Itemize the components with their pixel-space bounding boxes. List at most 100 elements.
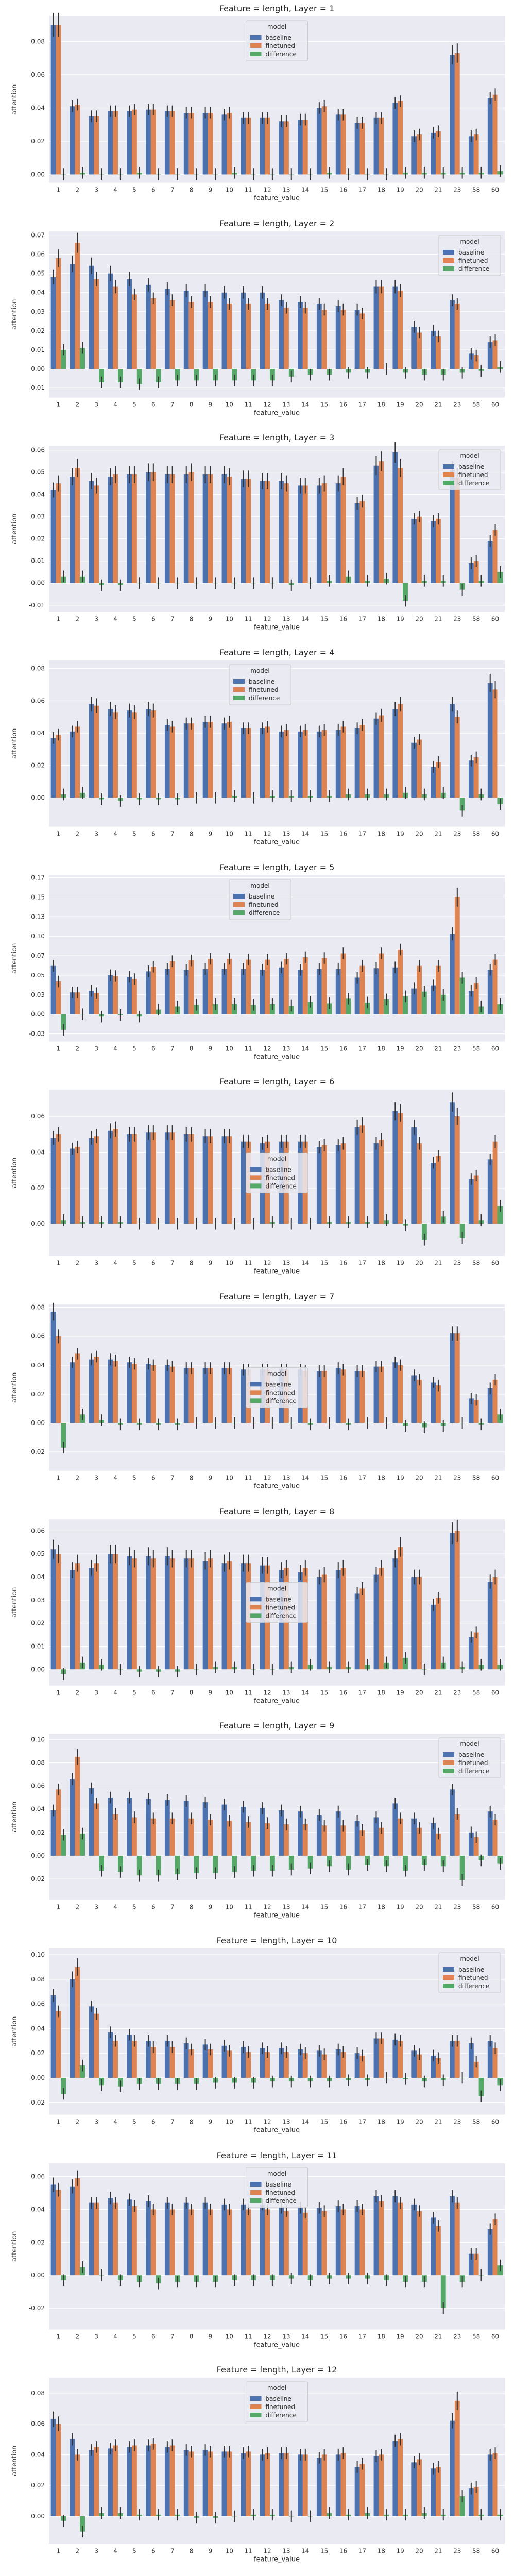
y-tick-label: 0.03 — [31, 1597, 45, 1604]
x-tick-label: 5 — [132, 1689, 136, 1696]
bar-baseline — [241, 2453, 246, 2517]
bar-baseline — [202, 474, 208, 584]
bar-baseline — [450, 1789, 455, 1856]
x-tick-label: 19 — [397, 187, 404, 194]
bar-finetuned — [188, 1558, 194, 1669]
legend-swatch-baseline — [233, 679, 245, 684]
x-tick-label: 8 — [190, 1045, 194, 1052]
legend-label-baseline: baseline — [249, 678, 274, 685]
x-tick-label: 4 — [113, 1475, 117, 1482]
bar-baseline — [146, 1799, 151, 1856]
bar-finetuned — [94, 485, 99, 584]
x-tick-label: 7 — [170, 1689, 175, 1696]
x-tick-label: 4 — [113, 831, 117, 838]
bar-finetuned — [208, 1136, 213, 1224]
bar-finetuned — [188, 960, 194, 1014]
x-tick-label: 20 — [415, 1260, 423, 1267]
x-tick-label: 60 — [491, 1045, 499, 1052]
x-tick-label: 15 — [320, 616, 328, 623]
bar-finetuned — [340, 1143, 346, 1224]
bar-difference — [346, 998, 351, 1014]
bar-finetuned — [227, 1368, 232, 1423]
bar-baseline — [431, 1163, 436, 1224]
x-tick-label: 2 — [75, 2333, 79, 2340]
x-tick-label: 23 — [453, 831, 461, 838]
y-tick-label: 0.03 — [31, 991, 45, 998]
legend-label-baseline: baseline — [458, 1966, 484, 1973]
x-tick-label: 16 — [339, 2119, 347, 2126]
legend-label-baseline: baseline — [266, 34, 291, 41]
bar-finetuned — [473, 982, 479, 1014]
x-tick-label: 23 — [453, 616, 461, 623]
legend-title: model — [250, 882, 269, 889]
bar-baseline — [373, 1366, 379, 1423]
bar-baseline — [127, 976, 132, 1014]
x-tick-label: 19 — [397, 1475, 404, 1482]
x-tick-label: 15 — [320, 2333, 328, 2340]
bar-baseline — [146, 2445, 151, 2517]
bar-finetuned — [169, 2209, 175, 2275]
bar-finetuned — [227, 477, 232, 584]
bar-baseline — [183, 1801, 189, 1856]
bar-finetuned — [379, 1140, 384, 1224]
bar-finetuned — [284, 958, 289, 1014]
bar-baseline — [50, 25, 56, 175]
bar-difference — [213, 1856, 218, 1874]
bar-finetuned — [340, 114, 346, 175]
x-tick-label: 16 — [339, 1904, 347, 1911]
bar-baseline — [183, 290, 189, 369]
bar-finetuned — [169, 2445, 175, 2517]
bar-difference — [459, 2496, 465, 2517]
bar-finetuned — [188, 2209, 194, 2275]
bar-finetuned — [359, 1830, 365, 1856]
x-axis-label: feature_value — [254, 2556, 300, 2564]
x-tick-label: 3 — [94, 1689, 98, 1696]
x-tick-label: 11 — [245, 1260, 252, 1267]
bar-baseline — [260, 481, 265, 584]
bar-baseline — [146, 2041, 151, 2078]
bar-finetuned — [150, 710, 156, 798]
x-tick-label: 18 — [377, 2119, 385, 2126]
bar-baseline — [316, 485, 322, 584]
bar-finetuned — [417, 2211, 422, 2275]
x-tick-label: 3 — [94, 1045, 98, 1052]
bar-finetuned — [227, 113, 232, 175]
y-tick-label: 0.00 — [31, 2513, 45, 2520]
x-tick-label: 14 — [301, 1475, 309, 1482]
bar-baseline — [411, 1577, 417, 1669]
bar-finetuned — [379, 953, 384, 1014]
x-tick-label: 14 — [301, 1904, 309, 1911]
x-tick-label: 6 — [151, 1904, 156, 1911]
legend-label-baseline: baseline — [266, 2181, 291, 2188]
bar-baseline — [335, 730, 341, 798]
bar-finetuned — [113, 2041, 118, 2078]
bar-finetuned — [302, 1824, 308, 1856]
bar-baseline — [50, 1995, 56, 2078]
bar-baseline — [202, 1561, 208, 1669]
legend-swatch-baseline — [250, 35, 262, 40]
x-tick-label: 20 — [415, 2548, 423, 2555]
bar-baseline — [335, 2049, 341, 2078]
bar-baseline — [354, 1127, 360, 1224]
x-tick-label: 21 — [434, 2333, 442, 2340]
y-tick-label: 0.08 — [31, 2389, 45, 2397]
bar-finetuned — [94, 2447, 99, 2517]
bar-finetuned — [188, 1819, 194, 1856]
y-tick-label: 0.02 — [31, 2239, 45, 2246]
bar-difference — [288, 1856, 294, 1870]
y-tick-label: 0.10 — [31, 933, 45, 940]
bar-finetuned — [246, 479, 251, 584]
bar-difference — [156, 1856, 161, 1876]
bar-baseline — [108, 1798, 113, 1856]
bar-baseline — [411, 2204, 417, 2275]
x-tick-label: 6 — [151, 831, 156, 838]
legend-label-baseline: baseline — [266, 1596, 291, 1603]
x-tick-label: 10 — [226, 2119, 233, 2126]
bar-finetuned — [379, 2038, 384, 2078]
legend-box — [438, 1952, 501, 1993]
bar-baseline — [164, 725, 170, 798]
bar-baseline — [146, 2201, 151, 2275]
bar-finetuned — [94, 1136, 99, 1224]
bar-finetuned — [75, 1353, 80, 1423]
